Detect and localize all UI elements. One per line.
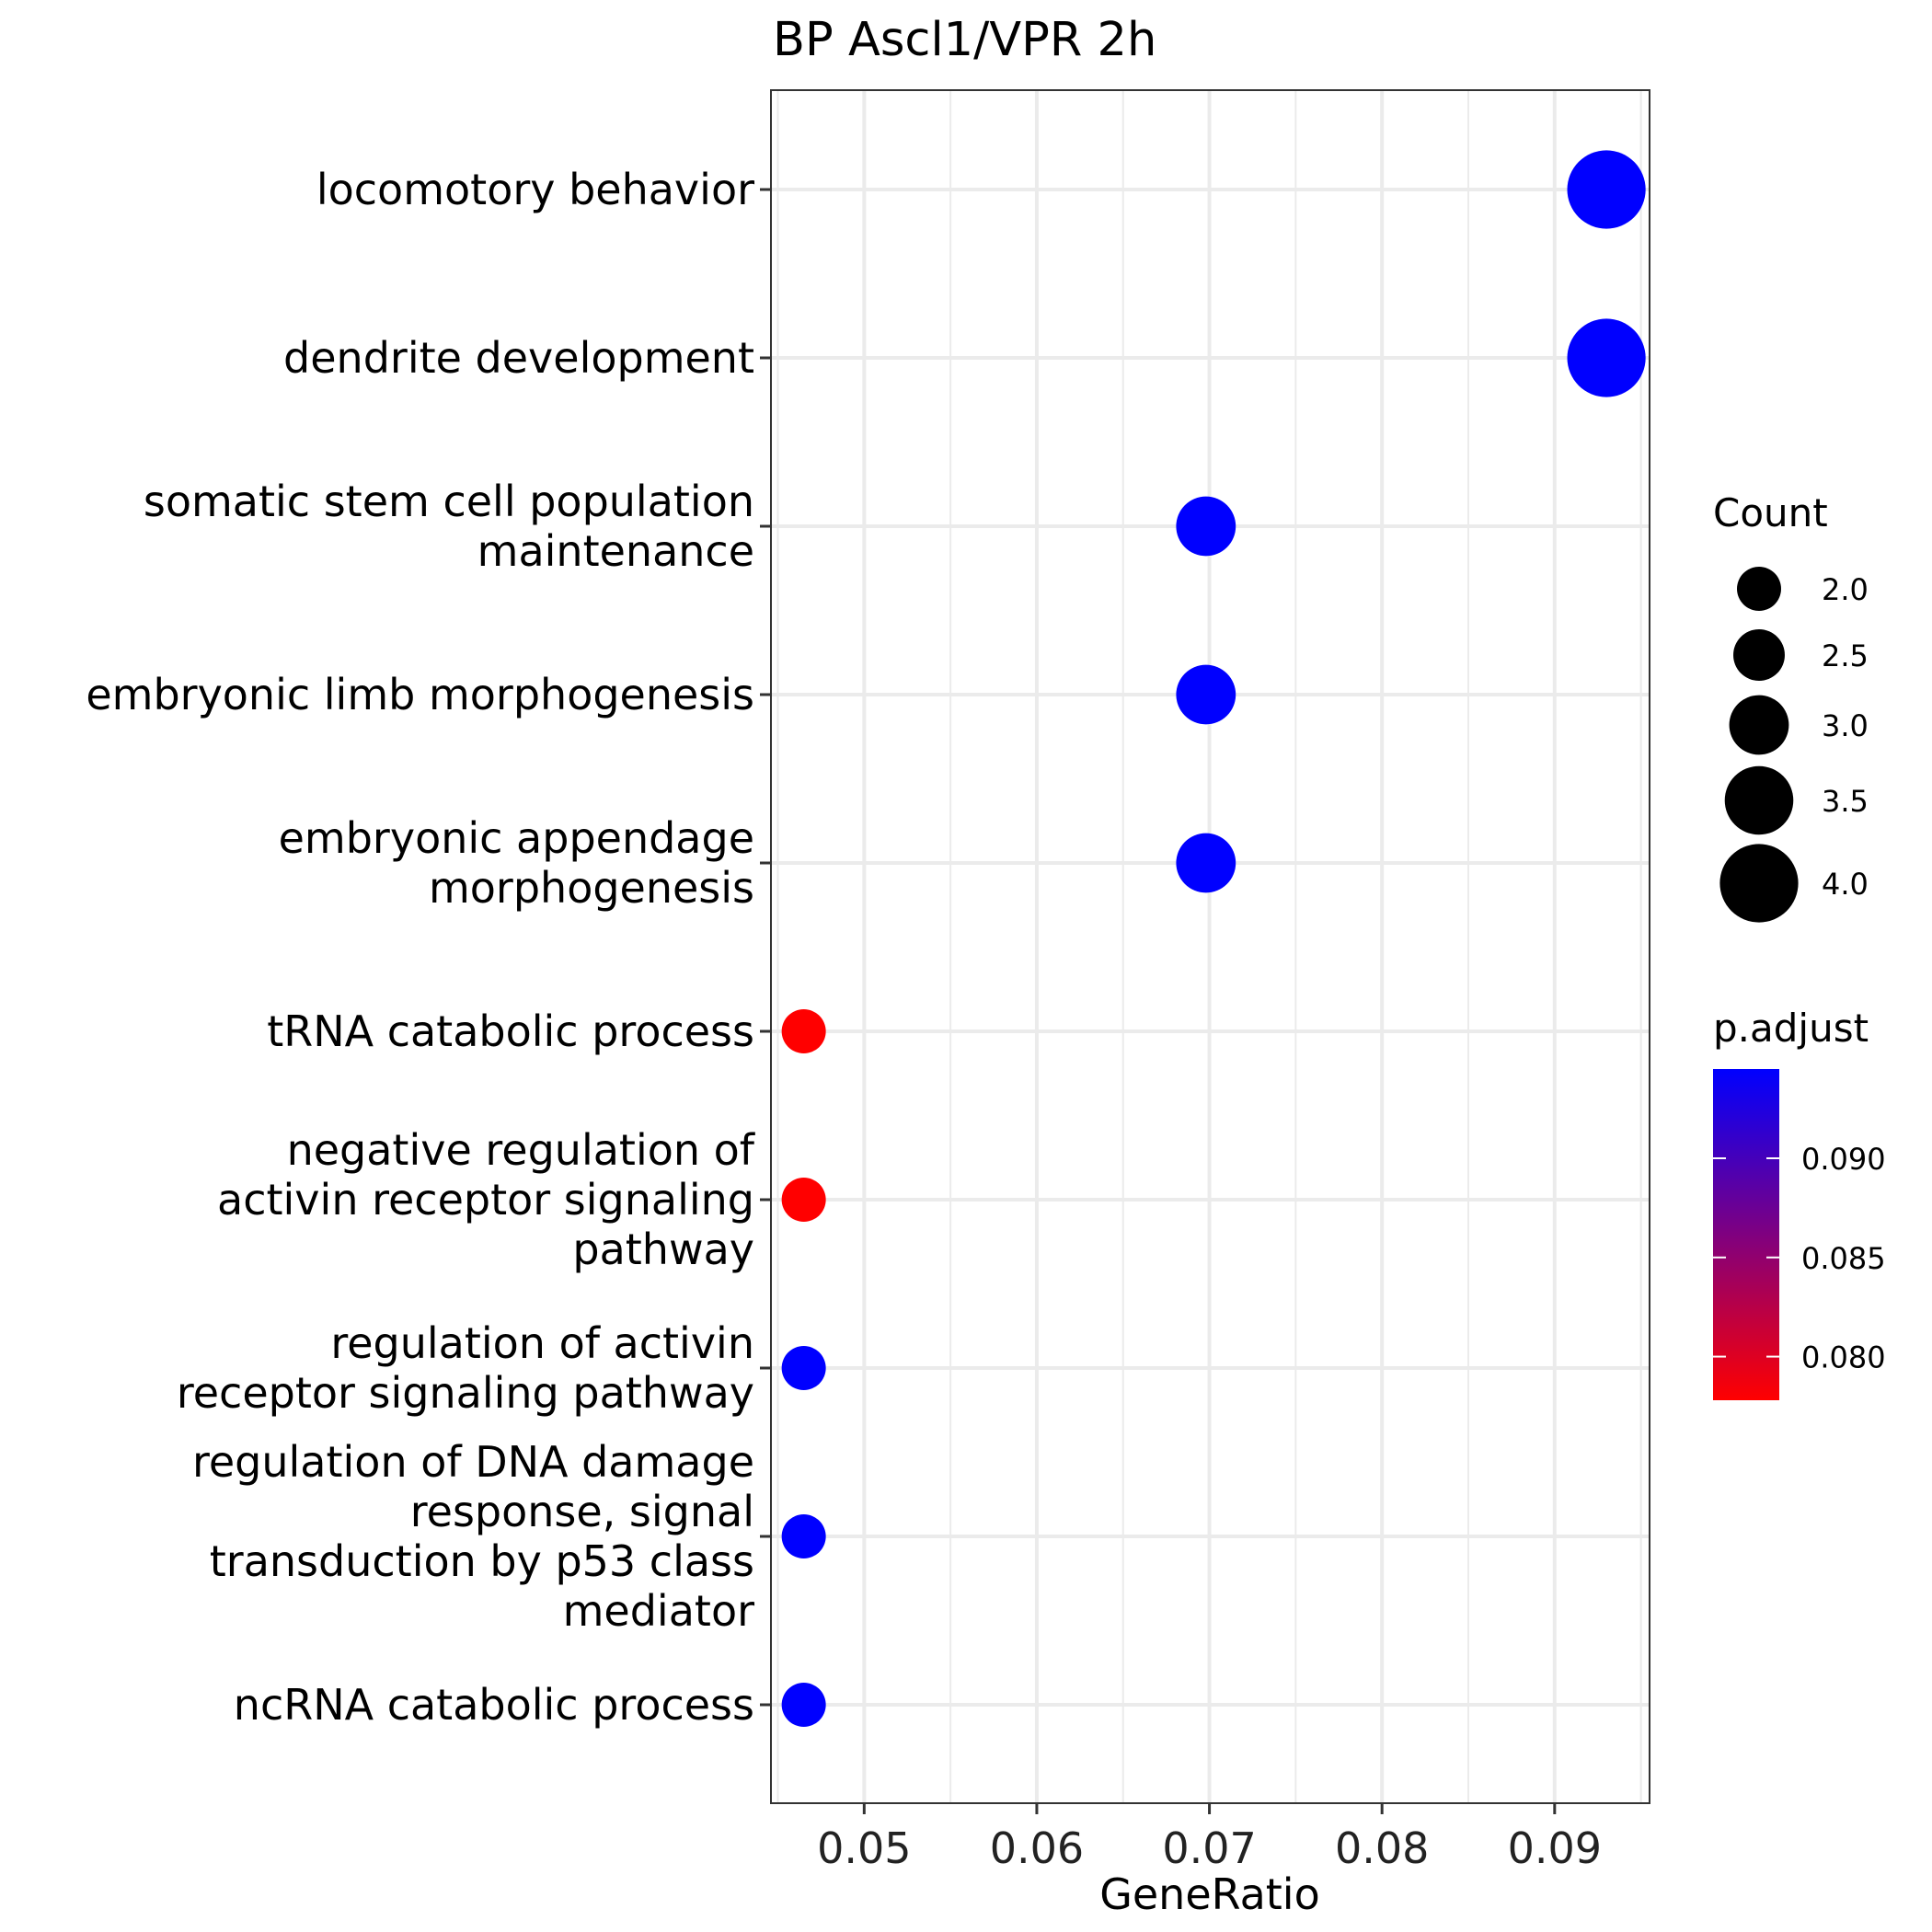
x-tick-label: 0.06	[990, 1823, 1084, 1873]
y-axis: locomotory behavior dendrite development s…	[86, 165, 771, 1730]
y-category-label: regulation of activin	[330, 1318, 754, 1368]
data-point	[1567, 150, 1646, 229]
colorbar-tick-label: 0.090	[1801, 1142, 1886, 1177]
y-category-label: embryonic limb morphogenesis	[86, 670, 754, 719]
count-legend-key	[1724, 765, 1794, 835]
p-adjust-legend: p.adjust 0.080 0.085 0.090	[1713, 1006, 1886, 1400]
y-category-label: maintenance	[477, 526, 754, 576]
y-category-label: ncRNA catabolic process	[234, 1680, 754, 1730]
data-point	[781, 1178, 826, 1222]
count-legend-key	[1737, 567, 1781, 611]
data-point	[781, 1346, 826, 1390]
colorbar-tick-label: 0.080	[1801, 1340, 1886, 1375]
p-adjust-colorbar	[1713, 1069, 1779, 1400]
count-legend-label: 2.0	[1822, 572, 1869, 607]
y-category-label: negative regulation of	[287, 1125, 756, 1175]
data-points	[781, 150, 1646, 1727]
count-legend-label: 3.0	[1822, 708, 1869, 743]
y-category-label: mediator	[563, 1586, 754, 1636]
data-point	[1176, 664, 1236, 725]
colorbar-tick-label: 0.085	[1801, 1241, 1886, 1276]
x-tick-label: 0.09	[1508, 1823, 1602, 1873]
count-legend-key	[1729, 695, 1789, 755]
data-point	[1567, 318, 1646, 397]
data-point	[1176, 833, 1236, 893]
y-category-label: dendrite development	[283, 333, 754, 383]
y-category-label: response, signal	[410, 1487, 754, 1536]
data-point	[781, 1514, 826, 1558]
panel-grid	[771, 90, 1650, 1803]
x-axis: 0.05 0.06 0.07 0.08 0.09	[817, 1803, 1602, 1873]
count-legend-label: 3.5	[1822, 784, 1869, 819]
y-category-label: somatic stem cell population	[144, 477, 754, 526]
x-tick-label: 0.07	[1162, 1823, 1256, 1873]
count-legend-key	[1733, 629, 1785, 681]
y-category-label: morphogenesis	[429, 863, 754, 913]
y-category-label: activin receptor signaling	[217, 1175, 754, 1225]
y-category-label: transduction by p53 class	[210, 1536, 754, 1586]
y-category-label: pathway	[572, 1225, 754, 1274]
count-legend-key	[1719, 844, 1799, 923]
y-category-label: embryonic appendage	[279, 813, 754, 863]
count-legend-label: 2.5	[1822, 638, 1869, 673]
data-point	[781, 1009, 826, 1053]
x-axis-label: GeneRatio	[1099, 1869, 1320, 1919]
p-adjust-legend-title: p.adjust	[1713, 1006, 1869, 1051]
count-legend-title: Count	[1713, 490, 1828, 535]
x-tick-label: 0.05	[817, 1823, 911, 1873]
data-point	[1176, 496, 1236, 557]
count-legend-label: 4.0	[1822, 867, 1869, 902]
y-category-label: locomotory behavior	[316, 165, 754, 214]
data-point	[781, 1683, 826, 1727]
x-tick-label: 0.08	[1335, 1823, 1429, 1873]
chart-title: BP Ascl1/VPR 2h	[773, 13, 1156, 67]
count-legend: Count 2.0 2.5 3.0 3.5 4.0	[1713, 490, 1869, 923]
y-category-label: tRNA catabolic process	[267, 1006, 754, 1056]
y-category-label: receptor signaling pathway	[177, 1368, 754, 1418]
y-category-label: regulation of DNA damage	[192, 1437, 754, 1487]
